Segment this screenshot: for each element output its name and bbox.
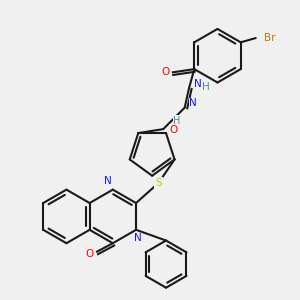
Text: Br: Br xyxy=(264,33,276,43)
Text: N: N xyxy=(189,98,197,108)
Text: N: N xyxy=(194,79,201,89)
Text: O: O xyxy=(169,125,178,135)
Text: O: O xyxy=(161,67,170,77)
Text: O: O xyxy=(85,249,93,259)
Text: H: H xyxy=(173,116,181,125)
Text: N: N xyxy=(134,233,142,243)
Text: N: N xyxy=(103,176,111,186)
Text: S: S xyxy=(155,178,162,188)
Text: H: H xyxy=(202,82,210,92)
